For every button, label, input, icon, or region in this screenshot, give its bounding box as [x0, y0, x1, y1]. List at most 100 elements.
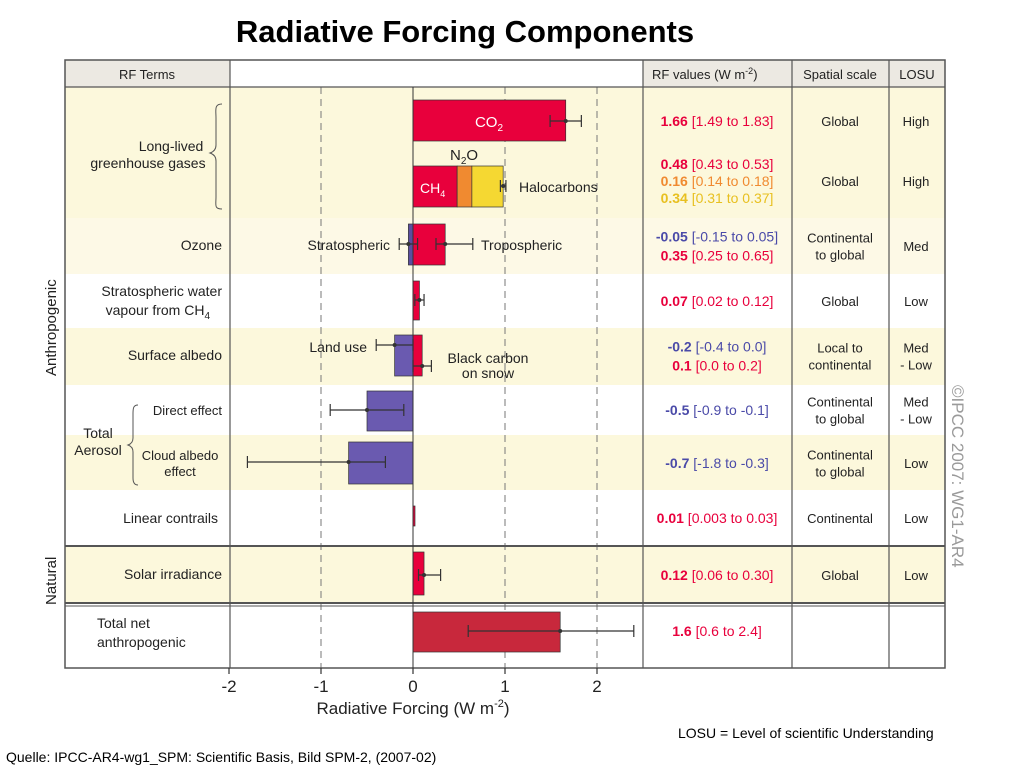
rf-value: 0.35: [661, 248, 688, 264]
label-linear-contrails: Linear contrails: [123, 510, 218, 526]
label-surface-albedo: Surface albedo: [128, 347, 222, 363]
label-long-lived-2: greenhouse gases: [90, 155, 205, 171]
x-axis-label: Radiative Forcing (W m-2): [316, 698, 509, 718]
rf-value: 0.16: [661, 173, 688, 189]
x-tick-label: -2: [221, 677, 236, 696]
label-cloud-albedo-1: Cloud albedo: [142, 448, 219, 463]
error-bar-mid: [420, 364, 425, 368]
spatial-scale-text: Local to: [817, 341, 863, 356]
header-rf-terms: RF Terms: [119, 67, 176, 82]
label-solar-irradiance: Solar irradiance: [124, 566, 222, 582]
rf-value-line: 0.34 [0.31 to 0.37]: [661, 190, 774, 206]
bar: [456, 165, 473, 208]
spatial-scale-text: Global: [821, 294, 859, 309]
header-spatial-scale: Spatial scale: [803, 67, 877, 82]
rf-range: [0.02 to 0.12]: [688, 293, 774, 309]
rf-value-line: 1.66 [1.49 to 1.83]: [661, 113, 774, 129]
bar: [412, 611, 561, 653]
rf-value-line: 1.6 [0.6 to 2.4]: [672, 623, 762, 639]
rf-value: 0.1: [672, 358, 692, 374]
x-tick-label: 1: [500, 677, 509, 696]
spatial-scale-text: Global: [821, 174, 859, 189]
rf-value: -0.05: [656, 229, 688, 245]
x-axis: -2 -1 0 1 2: [221, 668, 602, 696]
rf-value: -0.5: [665, 402, 689, 418]
rf-range: [0.14 to 0.18]: [688, 173, 774, 189]
bar: [471, 165, 504, 208]
x-axis-label-sup: -2: [494, 698, 504, 710]
losu-text: - Low: [900, 358, 932, 373]
header-rf-values-sup: -2: [745, 66, 753, 76]
losu-text: Med: [903, 341, 928, 356]
source-citation: Quelle: IPCC-AR4-wg1_SPM: Scientific Bas…: [6, 749, 437, 765]
rf-value-line: -0.7 [-1.8 to -0.3]: [665, 455, 769, 471]
header-band-table: [643, 60, 945, 87]
bar: [412, 99, 567, 142]
rf-value-line: 0.16 [0.14 to 0.18]: [661, 173, 774, 189]
rf-range: [1.49 to 1.83]: [688, 113, 774, 129]
label-ozone: Ozone: [181, 237, 222, 253]
brace-long-lived: [208, 103, 223, 210]
header-losu: LOSU: [899, 67, 934, 82]
losu-text: Low: [904, 568, 928, 583]
rf-range: [0.003 to 0.03]: [684, 510, 777, 526]
rf-value: 0.07: [661, 293, 688, 309]
bar-label-ch4-sub: 4: [440, 189, 445, 199]
spatial-scale-text: Continental: [807, 231, 873, 246]
rf-range: [-0.4 to 0.0]: [692, 339, 767, 355]
bar-label-land-use: Land use: [309, 339, 367, 355]
error-bar-mid: [406, 242, 411, 246]
rf-range: [0.25 to 0.65]: [688, 248, 774, 264]
rf-value: 1.66: [661, 113, 688, 129]
losu-text: - Low: [900, 412, 932, 427]
bar-label-ch4-text: CH: [420, 180, 440, 196]
header-band-terms: [65, 60, 230, 87]
losu-text: Med: [903, 239, 928, 254]
bar: [366, 390, 414, 432]
bar: [412, 334, 423, 377]
rf-range: [0.6 to 2.4]: [692, 623, 762, 639]
error-bar-mid: [563, 119, 568, 123]
rf-value: 0.48: [661, 156, 688, 172]
label-long-lived-1: Long-lived: [139, 138, 204, 154]
bar-label-n2o-sub: 2: [461, 156, 467, 167]
losu-text: Low: [904, 511, 928, 526]
page-title: Radiative Forcing Components: [235, 14, 695, 49]
rf-value: 0.01: [657, 510, 684, 526]
label-total-net-2: anthropogenic: [97, 634, 186, 650]
x-tick-label: 2: [592, 677, 601, 696]
losu-text: Med: [903, 395, 928, 410]
rf-range: [-0.15 to 0.05]: [688, 229, 778, 245]
grid-lines: [320, 87, 598, 668]
bar-label-co2-text: CO: [475, 114, 498, 131]
label-total-aerosol-2: Aerosol: [74, 442, 121, 458]
losu-note: LOSU = Level of scientific Understanding: [678, 725, 934, 741]
error-bar-mid: [422, 573, 427, 577]
error-bar-mid: [392, 343, 397, 347]
side-label-anthropogenic: Anthropogenic: [43, 279, 60, 376]
bar-label-halocarbons: Halocarbons: [519, 179, 598, 195]
rf-value: 1.6: [672, 623, 692, 639]
bar-label-n2o: N2O: [450, 147, 478, 167]
brace-aerosol: [126, 404, 139, 486]
losu-text: Low: [904, 456, 928, 471]
x-axis-label-close: ): [504, 699, 510, 718]
rf-range: [-1.8 to -0.3]: [689, 455, 768, 471]
rf-range: [0.43 to 0.53]: [688, 156, 774, 172]
spatial-scale-text: to global: [815, 465, 864, 480]
bar-label-co2: CO2: [475, 114, 504, 134]
bar: [348, 441, 414, 485]
losu-text: High: [903, 174, 930, 189]
bar-label-n2o-text: N: [450, 147, 461, 164]
x-tick-label: 0: [408, 677, 417, 696]
spatial-scale-text: Global: [821, 568, 859, 583]
spatial-scale-text: to global: [815, 412, 864, 427]
header-rf-values-close: ): [753, 67, 757, 82]
x-axis-label-text: Radiative Forcing (W m: [316, 699, 494, 718]
label-cloud-albedo-2: effect: [164, 464, 196, 479]
error-bar-mid: [558, 629, 563, 633]
rf-value: 0.12: [661, 567, 688, 583]
rf-value: 0.34: [661, 190, 688, 206]
error-bar-mid: [417, 298, 422, 302]
